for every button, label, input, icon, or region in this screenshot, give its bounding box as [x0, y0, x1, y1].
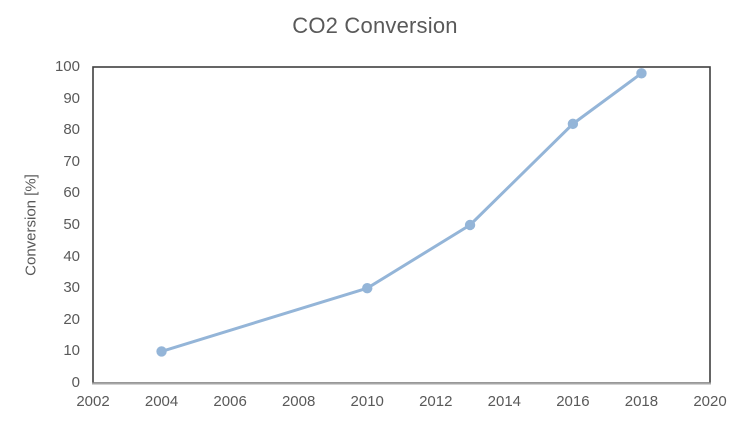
plot-border	[92, 66, 711, 384]
x-tick-label: 2016	[556, 393, 590, 410]
x-tick-label: 2020	[693, 393, 727, 410]
y-tick-label: 40	[63, 247, 80, 265]
y-tick-label: 10	[63, 342, 80, 360]
x-tick-label: 2012	[419, 393, 453, 410]
y-tick-label: 20	[63, 310, 80, 328]
x-tick-label: 2008	[281, 393, 316, 410]
y-tick-label: 70	[63, 152, 80, 170]
x-tick-label: 2018	[624, 393, 659, 410]
y-tick-label: 50	[63, 216, 80, 233]
data-point-marker	[567, 118, 579, 130]
y-tick-label: 80	[63, 121, 80, 139]
chart-title: CO2 Conversion	[292, 13, 458, 38]
data-point-marker	[156, 346, 167, 357]
series-line	[160, 71, 643, 353]
x-tick-label: 2010	[350, 393, 384, 410]
data-point-marker	[636, 68, 647, 79]
y-tick-label: 0	[71, 374, 80, 391]
y-tick-label: 100	[54, 58, 80, 75]
x-tick-label: 2002	[76, 393, 110, 410]
y-tick-label: 90	[63, 89, 80, 107]
data-point-marker	[362, 283, 373, 294]
x-tick-label: 2014	[487, 393, 522, 410]
y-tick-label: 30	[63, 279, 80, 297]
data-point-marker	[464, 219, 476, 231]
y-tick-label: 60	[63, 184, 80, 202]
x-tick-label: 2004	[144, 393, 179, 410]
x-tick-label: 2006	[213, 393, 247, 410]
